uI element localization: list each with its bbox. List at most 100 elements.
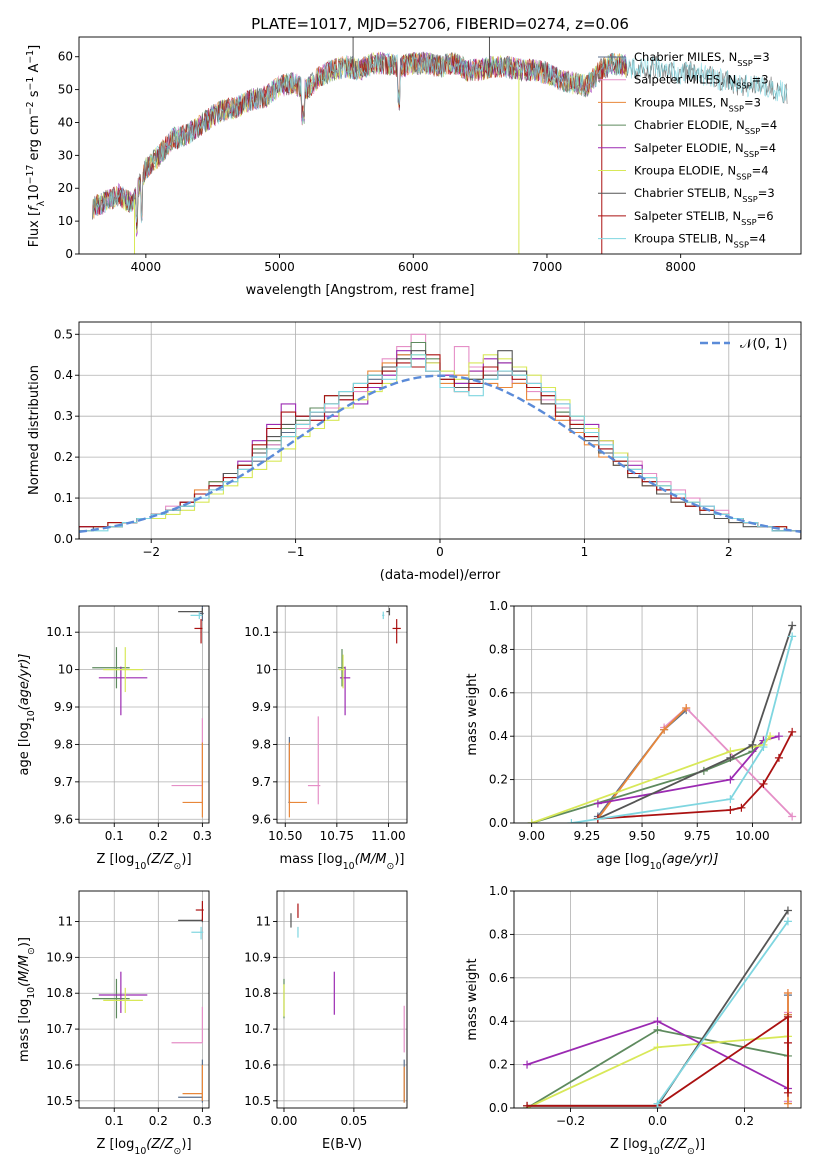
label-part: SSP bbox=[742, 194, 757, 204]
label-part: =4 bbox=[749, 232, 766, 246]
y-tick-label: 10.8 bbox=[244, 986, 271, 1000]
gaussian-curve bbox=[79, 374, 801, 533]
x-tick-label: 10.50 bbox=[268, 829, 302, 843]
point-marker bbox=[774, 732, 783, 741]
residual-histogram-panel: 𝒩(0, 1) −2 −1 0 1 2 0.0 0.1 0.2 0.3 0.4 0.5 (data-mo… bbox=[27, 321, 802, 583]
label-part: −1 bbox=[25, 50, 36, 64]
label-part: ] bbox=[27, 45, 42, 50]
point-marker bbox=[653, 1017, 662, 1026]
spectrum-line bbox=[92, 51, 788, 224]
x-tick-label: 11.00 bbox=[371, 829, 405, 843]
point-marker bbox=[737, 803, 746, 812]
axes-frame bbox=[276, 605, 408, 824]
point-marker bbox=[783, 1088, 792, 1097]
y-tick-label: 10.1 bbox=[244, 625, 271, 639]
y-tick-label: 10 bbox=[58, 214, 73, 228]
x-tick-label: 2 bbox=[725, 545, 733, 559]
x-axis-label: (data-model)/error bbox=[380, 568, 501, 583]
x-tick-label: 10.75 bbox=[320, 829, 354, 843]
label-part: )] bbox=[695, 1137, 705, 1152]
point-marker bbox=[523, 1101, 532, 1108]
label-part: −1 bbox=[25, 77, 36, 91]
y-tick-label: 0.4 bbox=[489, 729, 508, 743]
label-part: (M/M bbox=[17, 955, 32, 987]
axes-frame bbox=[276, 890, 408, 1109]
figure-title: PLATE=1017, MJD=52706, FIBERID=0274, z=0… bbox=[251, 15, 629, 33]
label-part: Chabrier STELIB, N bbox=[634, 186, 742, 200]
label-part: SSP bbox=[729, 103, 744, 113]
legend-entry: Kroupa ELODIE, NSSP=4 bbox=[634, 164, 769, 182]
legend-entry: Chabrier ELODIE, NSSP=4 bbox=[634, 118, 777, 136]
y-tick-label: 9.9 bbox=[54, 700, 73, 714]
label-part: (Z/Z bbox=[660, 1137, 688, 1152]
y-tick-label: 0.4 bbox=[489, 1014, 508, 1028]
point-marker bbox=[783, 988, 792, 997]
y-tick-label: 0.3 bbox=[54, 409, 73, 423]
x-tick-label: −0.2 bbox=[556, 1114, 585, 1128]
point-marker bbox=[788, 727, 797, 736]
y-tick-label: 11 bbox=[256, 914, 271, 928]
x-axis-label: Z [log10(Z/Z⊙)] bbox=[610, 1137, 705, 1157]
legend-entry: Kroupa MILES, NSSP=3 bbox=[634, 95, 761, 113]
y-axis-label: mass [log10(M/M⊙)] bbox=[17, 937, 37, 1062]
mass-weight-vs-metallicity-panel: −0.2 0.0 0.2 0.0 0.2 0.4 0.6 0.8 1.0 Z [log10(Z/Z… bbox=[465, 884, 802, 1157]
weight-line bbox=[597, 735, 780, 805]
label-part: Flux [ bbox=[27, 211, 42, 247]
x-axis-label: wavelength [Angstrom, rest frame] bbox=[246, 283, 475, 298]
point-marker bbox=[726, 795, 735, 804]
y-tick-label: 0.2 bbox=[489, 1058, 508, 1072]
y-tick-label: 9.7 bbox=[54, 775, 73, 789]
weight-line bbox=[571, 636, 794, 823]
spectrum-line bbox=[92, 52, 627, 234]
y-tick-label: 10.7 bbox=[244, 1022, 271, 1036]
y-tick-label: 1.0 bbox=[489, 599, 508, 613]
y-tick-label: 10.6 bbox=[244, 1058, 271, 1072]
point-marker bbox=[759, 779, 768, 788]
y-tick-label: 10.7 bbox=[46, 1022, 73, 1036]
label-part: SSP bbox=[745, 126, 760, 136]
x-tick-label: −2 bbox=[142, 545, 160, 559]
label-part: SSP bbox=[736, 81, 751, 91]
legend-entry: Chabrier STELIB, NSSP=3 bbox=[634, 186, 775, 204]
y-tick-label: 0.1 bbox=[54, 491, 73, 505]
x-tick-label: 9.50 bbox=[629, 829, 656, 843]
x-tick-label: 8000 bbox=[665, 260, 696, 274]
y-tick-label: 30 bbox=[58, 148, 73, 162]
plot-area bbox=[288, 607, 401, 818]
plot-area bbox=[92, 901, 204, 1103]
x-tick-label: 4000 bbox=[131, 260, 162, 274]
x-tick-label: 0.1 bbox=[105, 829, 124, 843]
y-axis-label: mass weight bbox=[465, 958, 480, 1040]
label-part: age [log bbox=[17, 722, 32, 775]
label-part: mass [log bbox=[17, 999, 32, 1062]
label-part: 10 bbox=[27, 184, 42, 201]
label-part: λ bbox=[36, 200, 47, 206]
plot-area bbox=[79, 333, 801, 539]
point-marker bbox=[653, 1043, 662, 1052]
point-marker bbox=[766, 732, 775, 741]
point-marker bbox=[726, 805, 735, 814]
point-marker bbox=[783, 917, 792, 926]
point-marker bbox=[653, 1099, 662, 1108]
x-tick-label: −1 bbox=[287, 545, 305, 559]
y-tick-label: 0.0 bbox=[54, 532, 73, 546]
x-tick-label: 6000 bbox=[398, 260, 429, 274]
x-tick-label: 1 bbox=[581, 545, 589, 559]
axes-frame bbox=[78, 605, 210, 824]
weight-line bbox=[656, 920, 789, 1108]
y-axis-label: age [log10(age/yr)] bbox=[17, 654, 37, 776]
age-vs-mass-panel: 10.50 10.75 11.00 9.6 9.7 9.8 9.9 10 10.1 mass [l… bbox=[244, 605, 408, 872]
x-tick-label: 0 bbox=[436, 545, 444, 559]
legend-entry: Chabrier MILES, NSSP=3 bbox=[634, 50, 770, 68]
point-marker bbox=[653, 1025, 662, 1034]
y-tick-label: 0 bbox=[65, 247, 73, 261]
label-part: =6 bbox=[757, 209, 774, 223]
y-tick-label: 10.9 bbox=[46, 950, 73, 964]
y-axis-label: Flux [fλ10−17 erg cm−2 s−1 A−1] bbox=[25, 45, 47, 247]
axes-frame bbox=[78, 890, 210, 1109]
label-part: Z [log bbox=[610, 1137, 648, 1152]
